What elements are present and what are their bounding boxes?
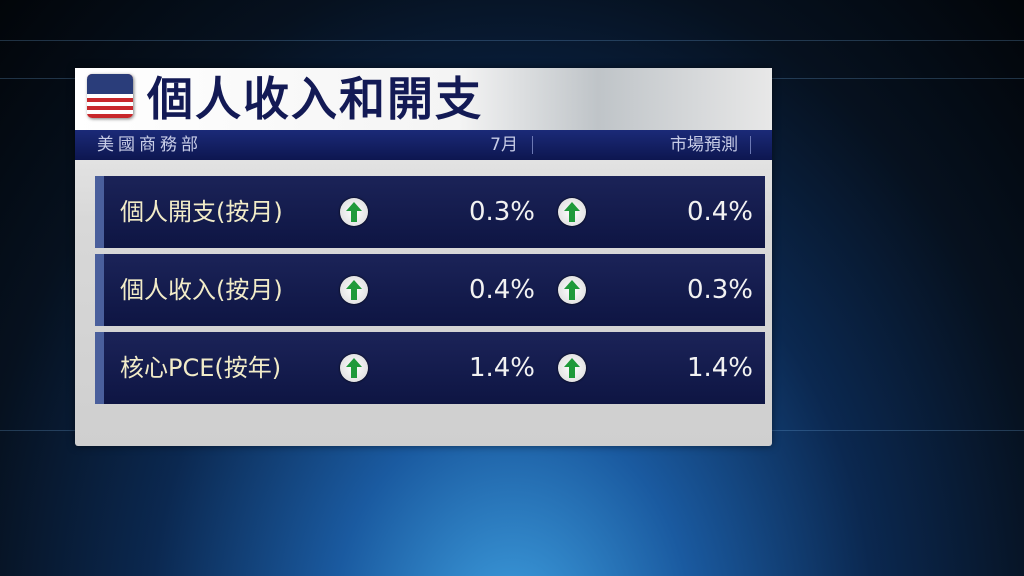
actual-value: 0.3% bbox=[468, 197, 535, 227]
column-forecast-header: 市場預測 bbox=[670, 135, 738, 155]
forecast-value: 1.4% bbox=[686, 353, 753, 383]
row-accent bbox=[95, 332, 104, 404]
table-row: 個人收入(按月) 0.4% 0.3% bbox=[95, 254, 765, 326]
arrow-up-icon bbox=[558, 198, 586, 226]
arrow-up-icon bbox=[340, 198, 368, 226]
arrow-up-icon bbox=[340, 276, 368, 304]
row-label: 個人開支(按月) bbox=[120, 198, 283, 226]
background-line bbox=[0, 40, 1024, 41]
source-label: 美國商務部 bbox=[97, 135, 202, 155]
forecast-value: 0.3% bbox=[686, 275, 753, 305]
row-accent bbox=[95, 176, 104, 248]
actual-value: 0.4% bbox=[468, 275, 535, 305]
actual-value: 1.4% bbox=[468, 353, 535, 383]
row-label: 個人收入(按月) bbox=[120, 276, 283, 304]
row-label: 核心PCE(按年) bbox=[120, 354, 282, 382]
info-panel: 個人收入和開支 美國商務部 7月 市場預測 個人開支(按月) 0.3% 0.4%… bbox=[75, 68, 772, 446]
table-row: 核心PCE(按年) 1.4% 1.4% bbox=[95, 332, 765, 404]
us-flag-icon bbox=[87, 74, 133, 118]
row-accent bbox=[95, 254, 104, 326]
column-header: 美國商務部 7月 市場預測 bbox=[75, 130, 772, 160]
arrow-up-icon bbox=[340, 354, 368, 382]
divider bbox=[750, 136, 751, 154]
table-row: 個人開支(按月) 0.3% 0.4% bbox=[95, 176, 765, 248]
column-actual-header: 7月 bbox=[490, 135, 518, 155]
divider bbox=[532, 136, 533, 154]
panel-title: 個人收入和開支 bbox=[147, 72, 483, 126]
arrow-up-icon bbox=[558, 354, 586, 382]
forecast-value: 0.4% bbox=[686, 197, 753, 227]
arrow-up-icon bbox=[558, 276, 586, 304]
title-bar: 個人收入和開支 bbox=[75, 68, 772, 130]
